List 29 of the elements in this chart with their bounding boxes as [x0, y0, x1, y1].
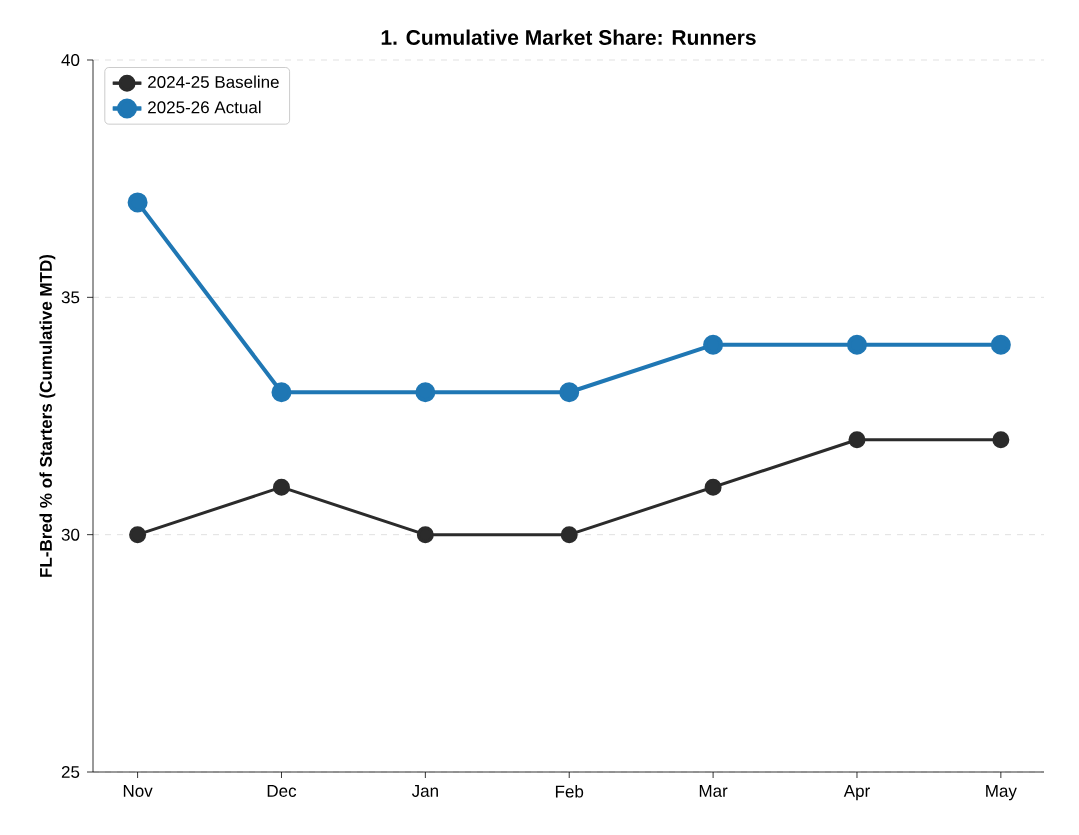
- y-tick-label: 25: [61, 766, 80, 779]
- y-tick-label: 30: [61, 528, 80, 541]
- point: [704, 478, 722, 496]
- legend-label: 2025-26 Actual: [148, 100, 261, 114]
- x-tick-label: Apr: [843, 785, 870, 801]
- point: [272, 478, 290, 496]
- y-tick-label: 40: [61, 53, 80, 66]
- x-tick-label: May: [986, 785, 1017, 801]
- x-tick-label: Nov: [123, 785, 153, 797]
- x-tick-label: Jan: [411, 785, 438, 797]
- x-tick-label: Mar: [699, 785, 728, 797]
- point: [848, 431, 866, 449]
- point: [559, 382, 580, 403]
- x-tick-label: Feb: [555, 785, 584, 798]
- point: [271, 382, 292, 403]
- point: [703, 334, 724, 355]
- y-axis-title: FL-Bred % of Starters (Cumulative MTD): [39, 254, 56, 577]
- point: [992, 431, 1010, 449]
- legend-label: 2024-25 Baseline: [148, 75, 279, 88]
- point: [990, 334, 1011, 355]
- point: [416, 526, 434, 544]
- point: [560, 526, 578, 544]
- point: [129, 526, 147, 544]
- x-tick-label: Dec: [267, 785, 297, 797]
- point: [846, 334, 867, 355]
- point: [127, 192, 148, 213]
- y-tick-label: 35: [61, 291, 80, 304]
- point: [415, 382, 436, 403]
- chart-title: 1. Cumulative Market Share: Runners: [381, 29, 756, 45]
